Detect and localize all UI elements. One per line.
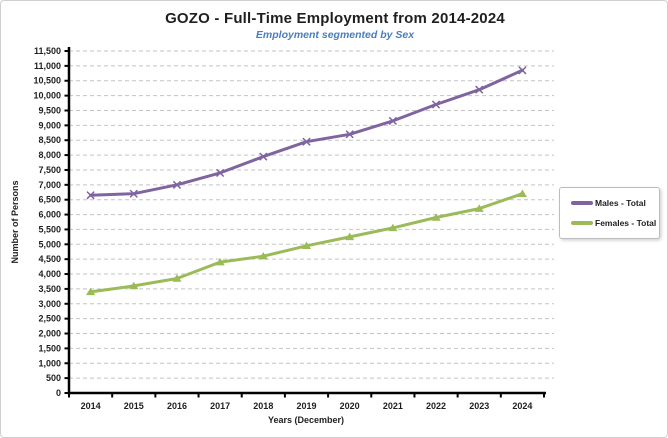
svg-text:8,000: 8,000 bbox=[38, 150, 61, 160]
legend-label-males: Males - Total bbox=[595, 198, 646, 208]
svg-text:2017: 2017 bbox=[210, 401, 230, 411]
svg-text:2015: 2015 bbox=[124, 401, 144, 411]
svg-text:2016: 2016 bbox=[167, 401, 187, 411]
y-gridlines bbox=[69, 50, 554, 379]
svg-text:2022: 2022 bbox=[426, 401, 446, 411]
svg-text:1,000: 1,000 bbox=[38, 358, 61, 368]
svg-text:2,500: 2,500 bbox=[38, 314, 61, 324]
females-series-swatch bbox=[571, 221, 593, 225]
svg-text:11,500: 11,500 bbox=[34, 46, 61, 56]
svg-text:2021: 2021 bbox=[383, 401, 403, 411]
svg-text:9,000: 9,000 bbox=[38, 120, 61, 130]
svg-text:2,000: 2,000 bbox=[38, 329, 61, 339]
chart-legend: Males - Total Females - Total bbox=[559, 187, 660, 239]
svg-text:4,000: 4,000 bbox=[38, 269, 61, 279]
svg-text:2024: 2024 bbox=[512, 401, 532, 411]
x-axis-title: Years (December) bbox=[267, 415, 345, 425]
females-series-markers bbox=[85, 189, 528, 296]
svg-text:4,500: 4,500 bbox=[38, 254, 61, 264]
females-series bbox=[85, 189, 528, 296]
svg-text:5,500: 5,500 bbox=[38, 224, 61, 234]
svg-text:2019: 2019 bbox=[296, 401, 316, 411]
svg-text:1,500: 1,500 bbox=[38, 343, 61, 353]
y-tick-labels: 0 500 1,000 1,500 2,000 2,500 3,000 3,500 4,000 4… bbox=[33, 46, 69, 398]
svg-text:7,500: 7,500 bbox=[38, 165, 61, 175]
males-series-markers bbox=[86, 66, 527, 200]
svg-text:6,000: 6,000 bbox=[38, 210, 61, 220]
males-series-line bbox=[89, 68, 524, 197]
chart-subtitle: Employment segmented by Sex bbox=[255, 29, 415, 41]
svg-text:2014: 2014 bbox=[81, 401, 101, 411]
svg-text:10,500: 10,500 bbox=[33, 76, 61, 86]
legend-item-females: Females - Total bbox=[571, 218, 657, 228]
svg-text:3,500: 3,500 bbox=[38, 284, 61, 294]
svg-text:2023: 2023 bbox=[469, 401, 489, 411]
svg-text:11,000: 11,000 bbox=[34, 61, 61, 71]
males-series-swatch bbox=[571, 201, 593, 205]
svg-text:8,500: 8,500 bbox=[38, 135, 61, 145]
svg-text:6,500: 6,500 bbox=[38, 195, 61, 205]
chart-title: GOZO - Full-Time Employment from 2014-20… bbox=[165, 10, 505, 27]
x-tick-labels: 2014 2015 2016 2017 2018 2019 2020 2021 2022 2023… bbox=[68, 393, 545, 411]
svg-text:2020: 2020 bbox=[340, 401, 360, 411]
svg-text:0: 0 bbox=[56, 388, 61, 398]
svg-text:3,000: 3,000 bbox=[38, 299, 61, 309]
svg-text:9,500: 9,500 bbox=[38, 105, 61, 115]
svg-text:5,000: 5,000 bbox=[38, 239, 61, 249]
males-series bbox=[86, 66, 527, 200]
y-axis-title: Number of Persons bbox=[10, 180, 20, 264]
svg-text:10,000: 10,000 bbox=[33, 91, 61, 101]
svg-text:7,000: 7,000 bbox=[38, 180, 61, 190]
svg-text:500: 500 bbox=[46, 373, 61, 383]
svg-text:2018: 2018 bbox=[253, 401, 273, 411]
legend-item-males: Males - Total bbox=[571, 198, 655, 208]
axes bbox=[67, 47, 546, 395]
legend-label-females: Females - Total bbox=[595, 218, 657, 228]
